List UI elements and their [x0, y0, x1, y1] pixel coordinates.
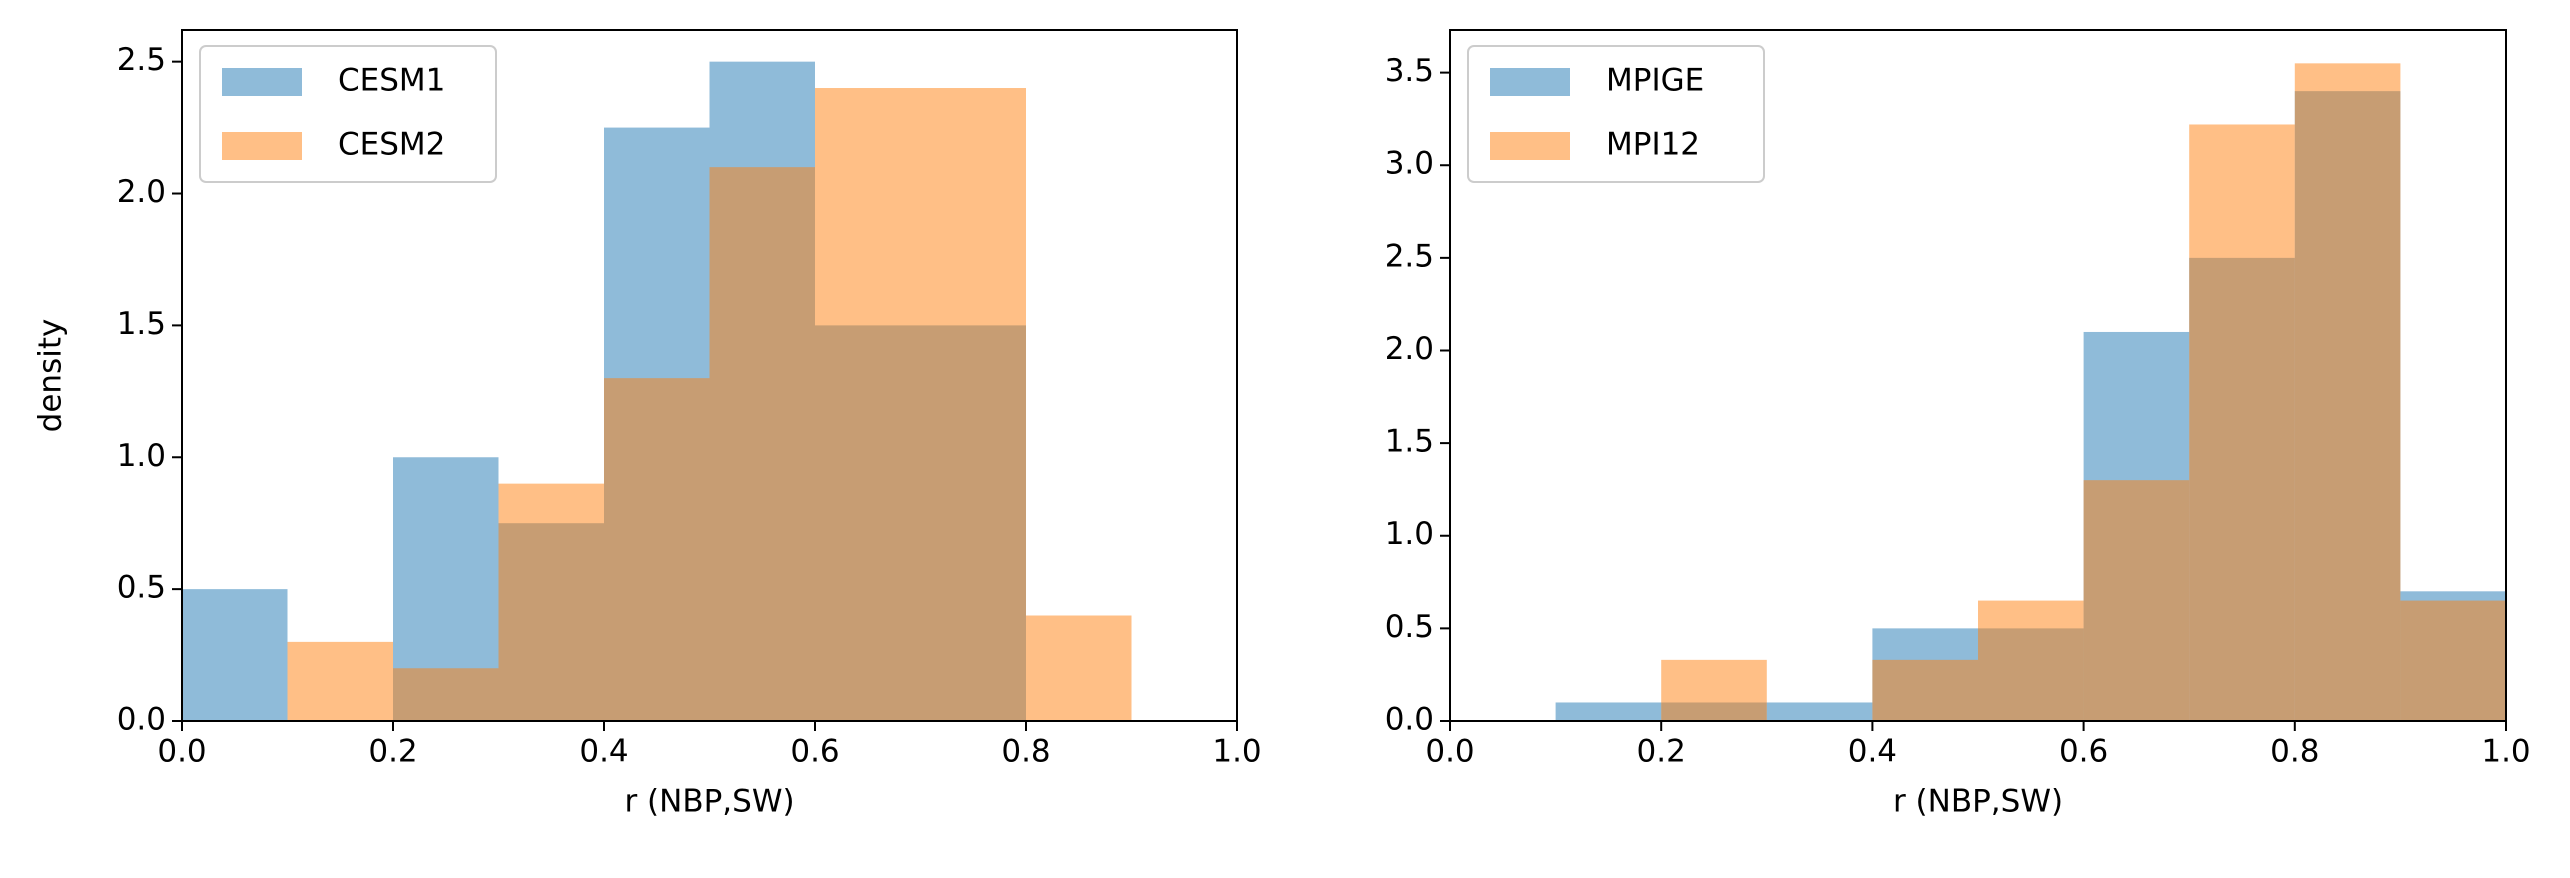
bar	[2294, 63, 2401, 722]
y-tick-label: 0.5	[1385, 609, 1434, 645]
x-tick-label: 1.0	[2481, 734, 2530, 770]
y-tick-label: 2.0	[1385, 331, 1434, 367]
y-tick-label: 2.0	[117, 174, 166, 210]
bar	[1661, 659, 1767, 721]
y-tick-label: 0.0	[117, 702, 166, 738]
bar	[393, 668, 499, 721]
x-tick-label: 0.2	[1637, 734, 1686, 770]
x-tick-label: 0.6	[790, 734, 839, 770]
x-tick-label: 0.8	[2270, 734, 2319, 770]
x-axis-label: r (NBP,SW)	[1893, 784, 2063, 820]
bar	[498, 483, 604, 721]
y-tick-label: 3.5	[1385, 53, 1434, 89]
bar	[604, 378, 710, 721]
x-tick-label: 0.4	[1848, 734, 1897, 770]
legend-label: CESM2	[338, 127, 445, 163]
legend-label: MPI12	[1606, 127, 1700, 163]
x-tick-label: 0.8	[1001, 734, 1050, 770]
bar	[709, 167, 815, 722]
bar	[2083, 480, 2190, 721]
x-axis-label: r (NBP,SW)	[624, 784, 794, 820]
x-tick-label: 0.6	[2059, 734, 2108, 770]
y-tick-label: 0.0	[1385, 702, 1434, 738]
bar	[287, 641, 393, 721]
legend-swatch	[1490, 132, 1570, 160]
legend-swatch	[1490, 68, 1570, 96]
x-tick-label: 0.0	[157, 734, 206, 770]
y-tick-label: 1.5	[117, 306, 166, 342]
bar	[2400, 600, 2506, 721]
bar	[1555, 702, 1662, 721]
legend-swatch	[222, 68, 302, 96]
axes-frame	[1449, 29, 2507, 722]
bar	[2189, 124, 2295, 722]
y-tick-label: 1.5	[1385, 424, 1434, 460]
x-tick-label: 1.0	[1212, 734, 1261, 770]
legend-label: CESM1	[338, 63, 445, 99]
x-tick-label: 0.4	[579, 734, 628, 770]
bar	[1978, 600, 2084, 721]
y-tick-label: 1.0	[117, 438, 166, 474]
bar	[920, 88, 1026, 722]
legend-label: MPIGE	[1606, 63, 1704, 99]
bar	[1872, 659, 1978, 721]
y-tick-label: 0.5	[117, 570, 166, 606]
legend-swatch	[222, 132, 302, 160]
bar	[815, 88, 921, 722]
x-tick-label: 0.2	[368, 734, 417, 770]
y-tick-label: 1.0	[1385, 516, 1434, 552]
bar	[182, 589, 288, 721]
bar	[1766, 702, 1873, 721]
x-tick-label: 0.0	[1425, 734, 1474, 770]
axes-frame	[181, 29, 1238, 722]
y-tick-label: 2.5	[117, 42, 166, 78]
y-tick-label: 2.5	[1385, 238, 1434, 274]
y-tick-label: 3.0	[1385, 146, 1434, 182]
y-axis-label: density	[33, 319, 69, 433]
bar	[1026, 615, 1132, 721]
